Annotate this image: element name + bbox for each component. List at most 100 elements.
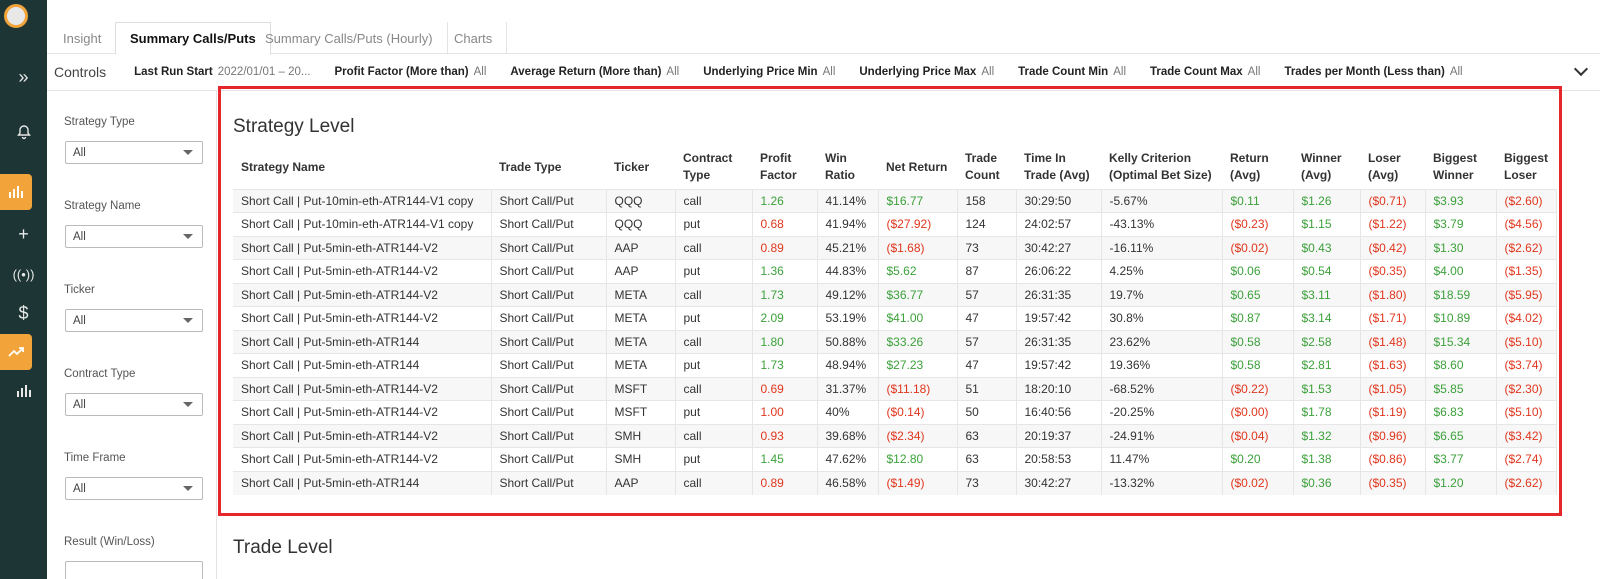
tab-summary-calls-puts-hourly[interactable]: Summary Calls/Puts (Hourly) [251,22,448,54]
table-cell: $0.54 [1293,259,1361,283]
column-header[interactable]: Loser (Avg) [1368,150,1401,183]
logo-icon[interactable] [4,4,28,28]
tab-insight[interactable]: Insight [49,22,117,54]
table-cell: $6.65 [1425,423,1497,448]
control-trades-per-month[interactable]: Trades per Month (Less than) All [1284,66,1463,78]
dollar-icon[interactable]: $ [18,302,29,323]
table-row[interactable]: Short Call | Put-5min-eth-ATR144-V2 Short… [233,447,1557,471]
table-cell: Short Call | Put-5min-eth-ATR144 [233,329,492,354]
control-trade-count-min[interactable]: Trade Count Min All [1018,66,1126,78]
table-cell: 30:42:27 [1016,470,1102,495]
control-last-run-start[interactable]: Last Run Start 2022/01/01 – 20... [134,66,311,78]
table-cell: 1.26 [752,188,818,213]
table-cell: ($5.10) [1496,400,1557,424]
table-cell: MSFT [606,376,676,401]
table-cell: 44.83% [817,259,879,283]
table-cell: 0.69 [752,376,818,401]
column-header[interactable]: Win Ratio [825,150,855,183]
table-cell: put [675,259,753,283]
table-row[interactable]: Short Call | Put-10min-eth-ATR144-V1 cop… [233,188,1557,213]
control-average-return[interactable]: Average Return (More than) All [510,66,680,78]
column-header[interactable]: Net Return [886,159,948,174]
table-cell: call [675,423,753,448]
tab-bar: Insight Summary Calls/Puts Summary Calls… [47,0,1600,55]
broadcast-icon[interactable]: ((•)) [12,266,35,282]
column-header[interactable]: Ticker [614,159,650,174]
table-cell: 47.62% [817,447,879,471]
column-header[interactable]: Biggest Loser [1504,150,1549,183]
control-underlying-price-min[interactable]: Underlying Price Min All [703,66,836,78]
column-header[interactable]: Strategy Name [241,159,326,174]
table-row[interactable]: Short Call | Put-5min-eth-ATR144-V2 Short… [233,259,1557,283]
control-underlying-price-max[interactable]: Underlying Price Max All [859,66,995,78]
table-cell: $36.77 [878,282,958,307]
table-cell: Short Call/Put [491,212,607,236]
filter-label: Strategy Type [64,116,135,128]
table-cell: $1.20 [1425,470,1497,495]
table-cell: AAP [606,470,676,495]
expand-icon[interactable]: » [18,66,29,87]
table-cell: $10.89 [1425,306,1497,330]
ticker-select[interactable]: All [65,309,203,332]
table-cell: QQQ [606,188,676,213]
filter-sidebar: Strategy Type All Strategy Name All Tick… [47,91,217,579]
table-cell: ($0.00) [1222,400,1294,424]
table-cell: ($0.35) [1360,470,1426,495]
table-row[interactable]: Short Call | Put-5min-eth-ATR144 Short Ca… [233,470,1557,495]
time-frame-select[interactable]: All [65,477,203,500]
column-header[interactable]: Winner (Avg) [1301,150,1342,183]
controls-bar: Controls Last Run Start 2022/01/01 – 20..… [47,54,1600,91]
bell-icon[interactable] [0,114,47,150]
result-select[interactable] [65,561,203,579]
plus-icon[interactable]: + [18,223,29,244]
column-header[interactable]: Trade Count [965,150,1000,183]
table-row[interactable]: Short Call | Put-5min-eth-ATR144 Short Ca… [233,353,1557,377]
table-cell: ($11.18) [878,376,958,401]
table-cell: 0.89 [752,235,818,260]
filter-label: Strategy Name [64,200,141,212]
table-cell: -68.52% [1101,376,1223,401]
column-header[interactable]: Return (Avg) [1230,150,1269,183]
table-row[interactable]: Short Call | Put-5min-eth-ATR144-V2 Short… [233,235,1557,260]
table-cell: $3.77 [1425,447,1497,471]
column-header[interactable]: Biggest Winner [1433,150,1478,183]
table-row[interactable]: Short Call | Put-5min-eth-ATR144-V2 Short… [233,376,1557,401]
table-row[interactable]: Short Call | Put-5min-eth-ATR144-V2 Short… [233,282,1557,307]
table-cell: META [606,329,676,354]
table-cell: SMH [606,423,676,448]
column-header[interactable]: Trade Type [499,159,562,174]
table-row[interactable]: Short Call | Put-10min-eth-ATR144-V1 cop… [233,212,1557,236]
table-row[interactable]: Short Call | Put-5min-eth-ATR144-V2 Short… [233,306,1557,330]
column-header[interactable]: Contract Type [683,150,733,183]
table-row[interactable]: Short Call | Put-5min-eth-ATR144 Short Ca… [233,329,1557,354]
column-header[interactable]: Kelly Criterion (Optimal Bet Size) [1109,150,1212,183]
table-cell: Short Call/Put [491,188,607,213]
table-cell: $18.59 [1425,282,1497,307]
table-row[interactable]: Short Call | Put-5min-eth-ATR144-V2 Short… [233,400,1557,424]
table-cell: 50.88% [817,329,879,354]
tab-charts[interactable]: Charts [440,22,508,54]
column-header[interactable]: Time In Trade (Avg) [1024,150,1090,183]
table-cell: 0.93 [752,423,818,448]
table-cell: 19.7% [1101,282,1223,307]
table-cell: Short Call/Put [491,235,607,260]
trend-icon[interactable] [0,334,32,370]
table-cell: Short Call/Put [491,329,607,354]
table-cell: 24:02:57 [1016,212,1102,236]
strategy-name-select[interactable]: All [65,225,203,248]
chevron-down-icon[interactable] [1573,61,1589,77]
contract-type-select[interactable]: All [65,393,203,416]
control-trade-count-max[interactable]: Trade Count Max All [1150,66,1261,78]
bar-chart-icon[interactable] [0,373,47,409]
table-cell: -13.32% [1101,470,1223,495]
strategy-type-select[interactable]: All [65,141,203,164]
tab-summary-calls-puts[interactable]: Summary Calls/Puts [115,22,271,55]
table-row[interactable]: Short Call | Put-5min-eth-ATR144-V2 Short… [233,423,1557,448]
bar-chart-icon[interactable] [0,174,32,210]
table-cell: call [675,235,753,260]
column-header[interactable]: Profit Factor [760,150,797,183]
control-profit-factor[interactable]: Profit Factor (More than) All [334,66,487,78]
table-cell: Short Call/Put [491,400,607,424]
table-cell: 41.94% [817,212,879,236]
table-cell: Short Call | Put-5min-eth-ATR144-V2 [233,259,492,283]
